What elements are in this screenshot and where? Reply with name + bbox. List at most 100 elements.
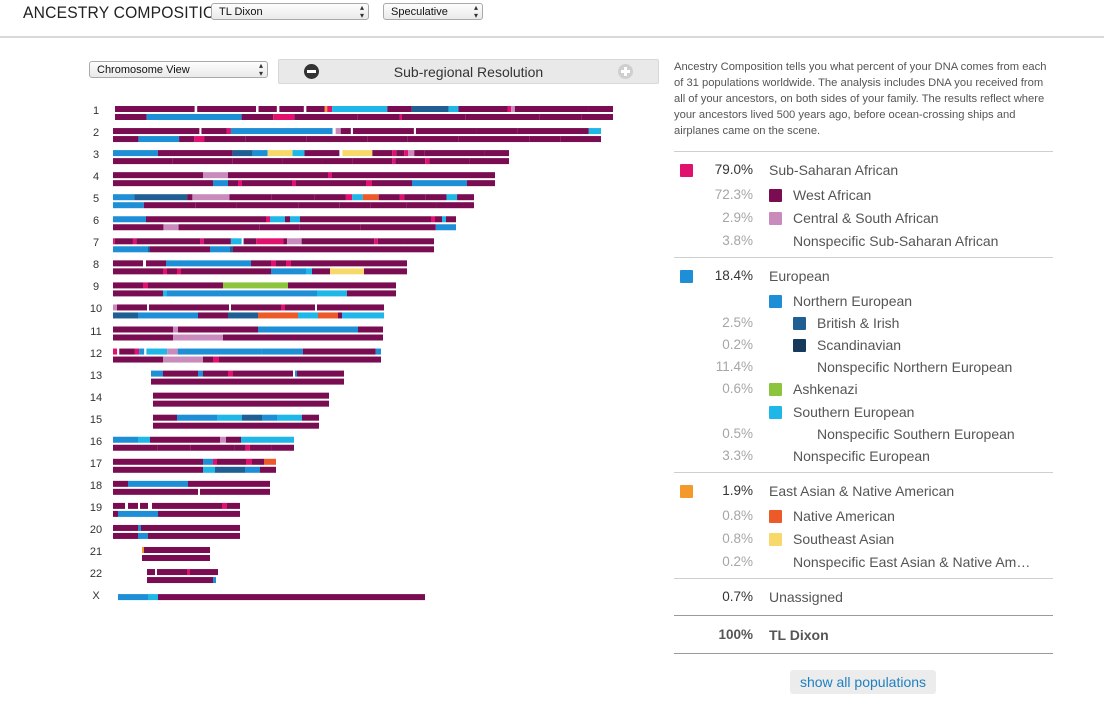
chromosome-segment[interactable] [304, 150, 340, 157]
chromosome-segment[interactable] [507, 114, 540, 120]
chromosome-segment[interactable] [213, 356, 219, 363]
chromosome-segment[interactable] [266, 466, 276, 473]
chromosome-segment[interactable] [167, 290, 217, 297]
chromosome-segment[interactable] [395, 158, 426, 165]
chromosome-segment[interactable] [288, 282, 308, 289]
chromosome-segment[interactable] [299, 224, 361, 231]
chromosome-segment[interactable] [148, 282, 198, 289]
chromosome-segment[interactable] [293, 422, 319, 429]
chromosome-segment[interactable] [113, 304, 117, 311]
chromosome-segment[interactable] [362, 194, 379, 201]
chromosome-segment[interactable] [401, 114, 466, 120]
legend-row[interactable]: 100% TL Dixon [674, 626, 1053, 646]
chromosome-segment[interactable] [217, 290, 237, 297]
chromosome-segment[interactable] [396, 150, 405, 157]
chromosome-segment[interactable] [322, 158, 353, 165]
chromosome-segment[interactable] [271, 268, 306, 275]
chromosome-segment[interactable] [274, 400, 329, 407]
chromosome-segment[interactable] [146, 348, 168, 355]
zoom-out-icon[interactable] [304, 64, 319, 79]
chromosome-segment[interactable] [469, 158, 509, 165]
chromosome-segment[interactable] [241, 436, 294, 443]
chromosome-segment[interactable] [167, 348, 178, 355]
chromosome-segment[interactable] [153, 422, 203, 429]
chromosome-segment[interactable] [332, 106, 388, 112]
chromosome-segment[interactable] [157, 444, 191, 451]
legend-row[interactable]: 0.8% Native American [674, 507, 1053, 527]
chromosome-segment[interactable] [148, 502, 152, 509]
chromosome-segment[interactable] [241, 238, 244, 245]
chromosome-segment[interactable] [113, 180, 213, 187]
chromosome-segment[interactable] [270, 216, 285, 223]
chromosome-segment[interactable] [163, 268, 167, 275]
chromosome-segment[interactable] [484, 150, 509, 157]
chromosome-segment[interactable] [113, 480, 128, 487]
chromosome-segment[interactable] [166, 260, 251, 267]
chromosome-segment[interactable] [153, 400, 219, 407]
chromosome-segment[interactable] [411, 106, 449, 112]
chromosome-segment[interactable] [190, 569, 218, 576]
chromosome-segment[interactable] [306, 216, 331, 223]
chromosome-segment[interactable] [203, 458, 213, 465]
chromosome-segment[interactable] [283, 238, 288, 245]
chromosome-segment[interactable] [143, 202, 196, 209]
chromosome-segment[interactable] [312, 268, 330, 275]
chromosome-segment[interactable] [223, 480, 233, 487]
chromosome-segment[interactable] [148, 594, 158, 601]
chromosome-segment[interactable] [134, 194, 188, 201]
chromosome-segment[interactable] [203, 422, 243, 429]
chromosome-segment[interactable] [153, 392, 329, 399]
chromosome-segment[interactable] [273, 114, 295, 120]
chromosome-segment[interactable] [262, 414, 277, 421]
chromosome-segment[interactable] [229, 194, 272, 201]
chromosome-segment[interactable] [190, 444, 235, 451]
chromosome-segment[interactable] [382, 172, 402, 179]
chromosome-segment[interactable] [192, 194, 230, 201]
profile-select[interactable]: TL Dixon ▴ ▾ [211, 3, 369, 20]
chromosome-segment[interactable] [423, 246, 434, 253]
legend-row[interactable]: 0.7% Unassigned [674, 588, 1053, 608]
chromosome-segment[interactable] [213, 370, 228, 377]
chromosome-segment[interactable] [245, 444, 250, 451]
chromosome-segment[interactable] [143, 260, 146, 267]
chromosome-segment[interactable] [293, 370, 295, 377]
chromosome-segment[interactable] [352, 128, 414, 135]
chromosome-segment[interactable] [281, 304, 285, 311]
chromosome-segment[interactable] [297, 370, 344, 377]
legend-row[interactable]: 0.8% Southeast Asian [674, 530, 1053, 550]
chromosome-segment[interactable] [211, 378, 271, 385]
chromosome-segment[interactable] [292, 150, 305, 157]
chromosome-segment[interactable] [298, 312, 318, 319]
chromosome-segment[interactable] [330, 268, 364, 275]
chromosome-segment[interactable] [114, 238, 133, 245]
chromosome-segment[interactable] [315, 304, 317, 311]
chromosome-segment[interactable] [375, 348, 381, 355]
chromosome-segment[interactable] [157, 150, 233, 157]
chromosome-segment[interactable] [213, 577, 216, 584]
chromosome-segment[interactable] [342, 312, 384, 319]
chromosome-segment[interactable] [374, 238, 378, 245]
chromosome-segment[interactable] [296, 180, 326, 187]
chromosome-segment[interactable] [442, 216, 446, 223]
chromosome-segment[interactable] [357, 304, 384, 311]
chromosome-segment[interactable] [234, 444, 246, 451]
chromosome-segment[interactable] [268, 172, 328, 179]
chromosome-segment[interactable] [271, 260, 276, 267]
chromosome-segment[interactable] [113, 136, 139, 143]
chromosome-segment[interactable] [350, 128, 353, 135]
chromosome-segment[interactable] [113, 224, 164, 231]
chromosome-segment[interactable] [226, 128, 231, 135]
chromosome-segment[interactable] [113, 216, 146, 223]
chromosome-segment[interactable] [271, 378, 344, 385]
chromosome-segment[interactable] [238, 180, 242, 187]
chromosome-segment[interactable] [117, 348, 120, 355]
chromosome-segment[interactable] [228, 312, 258, 319]
chromosome-segment[interactable] [157, 414, 177, 421]
chromosome-segment[interactable] [293, 246, 343, 253]
chromosome-segment[interactable] [412, 180, 437, 187]
chromosome-segment[interactable] [392, 158, 396, 165]
chromosome-segment[interactable] [227, 502, 240, 509]
chromosome-segment[interactable] [228, 180, 238, 187]
chromosome-segment[interactable] [146, 260, 166, 267]
chromosome-segment[interactable] [178, 224, 260, 231]
